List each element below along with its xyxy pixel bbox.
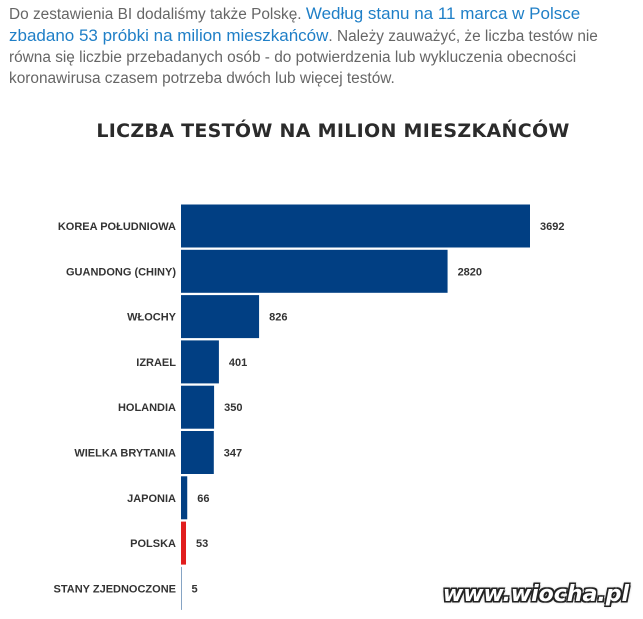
value-label: 5	[191, 583, 197, 595]
category-label: HOLANDIA	[118, 402, 176, 414]
value-label: 401	[229, 357, 247, 369]
value-label: 66	[197, 493, 209, 505]
bar-4	[181, 385, 215, 429]
intro-paragraph: Do zestawienia BI dodaliśmy także Polskę…	[9, 3, 629, 89]
bar-3	[181, 340, 219, 384]
value-label: 350	[224, 402, 242, 414]
category-label: WIELKA BRYTANIA	[74, 448, 176, 460]
category-label: POLSKA	[130, 538, 176, 550]
bar-7	[181, 521, 187, 565]
bar-6	[181, 476, 188, 520]
chart-title: LICZBA TESTÓW NA MILION MIESZKAŃCÓW	[96, 120, 570, 142]
value-label: 2820	[458, 266, 482, 278]
category-label: IZRAEL	[136, 357, 176, 369]
value-label: 3692	[540, 221, 564, 233]
category-label: KOREA POŁUDNIOWA	[58, 221, 176, 233]
intro-text-continued: . Należy zauważyć, że liczba testów nie …	[9, 28, 598, 87]
bar-0	[181, 204, 530, 248]
intro-link[interactable]: Według stanu na 11 marca w Polsce zbadan…	[9, 4, 581, 45]
watermark-logo: www.wiocha.pl	[442, 582, 629, 607]
value-label: 826	[269, 312, 287, 324]
category-label: STANY ZJEDNOCZONE	[54, 583, 176, 595]
intro-text: Do zestawienia BI dodaliśmy także Polskę…	[9, 6, 306, 23]
bar-5	[181, 431, 214, 474]
value-label: 53	[196, 538, 208, 550]
bar-2	[181, 295, 260, 339]
category-label: GUANDONG (CHINY)	[66, 266, 176, 278]
bar-1	[181, 249, 448, 293]
value-label: 347	[224, 448, 242, 460]
category-label: WŁOCHY	[127, 312, 177, 324]
category-label: JAPONIA	[127, 493, 176, 505]
